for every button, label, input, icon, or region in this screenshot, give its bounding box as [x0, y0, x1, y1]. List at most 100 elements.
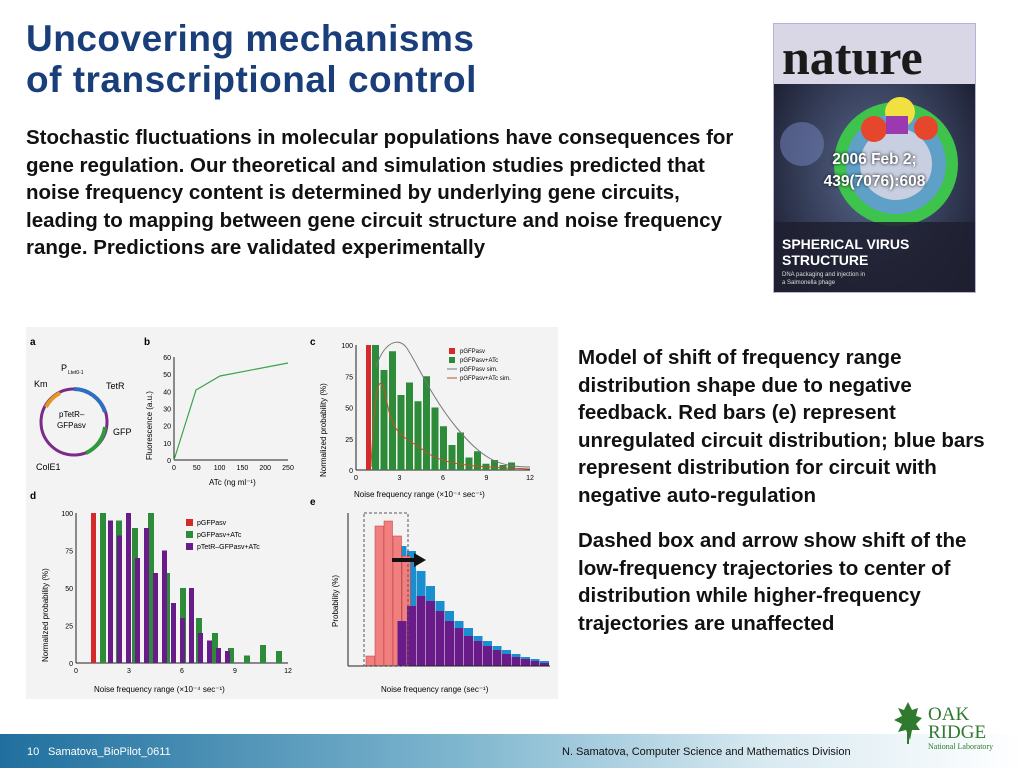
- panel-e-bar: [397, 621, 407, 666]
- panel-d-bar: [207, 640, 212, 663]
- panel-d-bar: [244, 655, 250, 663]
- panel-c-ylabel: Normalized probability (%): [319, 383, 328, 477]
- panel-c-ytick: 25: [345, 437, 353, 444]
- slide-title-line2: of transcriptional control: [26, 59, 477, 100]
- panel-c-bar: [389, 351, 396, 470]
- panel-c-bar: [440, 426, 447, 470]
- footer-filename: Samatova_BioPilot_0611: [48, 746, 171, 758]
- panel-e-bar: [416, 596, 426, 666]
- panel-b-ytick: 50: [163, 372, 171, 379]
- panel-b-xtick: 150: [237, 465, 249, 472]
- panel-b: b 0 10 20 30 40 50 60 0 50 100 150 200 250 Fluoresce…: [144, 337, 294, 487]
- oak-ridge-logo: OAK RIDGE National Laboratory: [888, 700, 1008, 752]
- panel-d-bar: [135, 558, 140, 663]
- panel-e-bar: [454, 628, 464, 666]
- panel-d-bar: [216, 648, 221, 663]
- panel-a-promoter: P: [61, 363, 67, 373]
- panel-c-ytick: 0: [349, 468, 353, 475]
- panel-b-xtick: 0: [172, 465, 176, 472]
- panel-b-xtick: 50: [193, 465, 201, 472]
- panel-d-xtick: 12: [284, 668, 292, 675]
- panel-e-bar: [492, 650, 502, 666]
- panel-d-bar: [228, 648, 234, 663]
- panel-b-ytick: 10: [163, 441, 171, 448]
- panel-c-xtick: 0: [354, 475, 358, 482]
- panel-d-xtick: 3: [127, 668, 131, 675]
- panel-e: e Probability (%) Noise frequency range …: [310, 497, 550, 694]
- panel-a-center1: pTetR–: [59, 410, 85, 419]
- panel-d-bar: [225, 651, 230, 663]
- panel-d-bar: [100, 513, 106, 663]
- panel-e-letter: e: [310, 497, 316, 508]
- panel-c-bar: [414, 401, 422, 470]
- panel-a-promoter-sub: Ltet0-1: [68, 370, 84, 376]
- panel-b-xlabel: ATc (ng ml⁻¹): [209, 478, 256, 487]
- panel-c-bar: [397, 395, 405, 470]
- panel-d-ytick: 25: [65, 624, 73, 631]
- panel-c-legend-label: pGFPasv: [460, 349, 485, 355]
- cover-headline-2: STRUCTURE: [782, 252, 868, 268]
- panel-d-xtick: 9: [233, 668, 237, 675]
- nature-cover-image: nature SPHERICAL VIRUS STRUCTURE DNA pac…: [773, 23, 976, 293]
- panel-c-bar: [508, 462, 515, 470]
- panel-c-xtick: 12: [526, 475, 534, 482]
- panel-d-bar: [171, 603, 176, 663]
- panel-e-bar: [407, 606, 416, 666]
- panel-d-bar: [144, 528, 149, 663]
- panel-e-bar: [521, 659, 530, 666]
- logo-national-lab: National Laboratory: [928, 742, 993, 751]
- cover-subhead-2: a Salmonella phage: [782, 280, 836, 286]
- panel-d-bar: [189, 588, 194, 663]
- panel-e-bar: [473, 641, 483, 666]
- panel-b-ytick: 30: [163, 407, 171, 414]
- panel-b-xtick: 250: [282, 465, 294, 472]
- panel-d-ylabel: Normalized probability (%): [41, 568, 50, 662]
- panel-d-bar: [260, 645, 266, 663]
- panel-e-bar: [445, 621, 454, 666]
- panel-c-legend-swatch: [449, 357, 455, 363]
- panel-c-bar: [372, 345, 379, 470]
- panel-d-ytick: 50: [65, 586, 73, 593]
- panel-d-bar: [198, 633, 203, 663]
- panel-a-gfp: GFP: [113, 427, 132, 437]
- panel-d-bar: [153, 573, 158, 663]
- panel-d: d 0 25 50 75 100 0 3 6 9 12 Normalized probabilit…: [30, 491, 292, 694]
- panel-e-bar: [464, 636, 473, 666]
- panel-e-bar: [374, 525, 384, 667]
- panel-c-bar: [448, 445, 456, 470]
- panel-a-cole1: ColE1: [36, 462, 61, 472]
- panel-e-xlabel: Noise frequency range (sec⁻¹): [381, 685, 489, 694]
- panel-a-tetr: TetR: [106, 381, 125, 391]
- panel-c-bar: [474, 451, 481, 470]
- panel-b-ylabel: Fluorescence (a.u.): [145, 391, 154, 460]
- slide-title: Uncovering mechanisms of transcriptional…: [26, 18, 626, 100]
- cover-subhead-1: DNA packaging and injection in: [782, 272, 865, 278]
- panel-d-bar: [117, 535, 122, 663]
- description-paragraph-2: Dashed box and arrow show shift of the l…: [578, 529, 967, 635]
- panel-c-legend-label: pGFPasv+ATc sim.: [460, 376, 511, 382]
- panel-d-legend-swatch: [186, 519, 193, 526]
- cover-headline-1: SPHERICAL VIRUS: [782, 236, 909, 252]
- panel-c-legend-swatch: [449, 348, 455, 354]
- panel-d-bar: [162, 550, 167, 663]
- panel-d-ytick: 75: [65, 549, 73, 556]
- panel-e-bar: [383, 520, 393, 667]
- figure-description: Model of shift of frequency range distri…: [578, 344, 998, 655]
- panel-d-bar: [108, 520, 113, 663]
- panel-e-bar: [502, 654, 511, 666]
- panel-c-ytick: 50: [345, 406, 353, 413]
- panel-d-bar: [148, 513, 154, 663]
- panel-c-bar: [406, 382, 413, 470]
- panel-c-bar: [380, 370, 388, 470]
- panel-c-bar: [423, 376, 430, 470]
- panel-d-xlabel: Noise frequency range (×10⁻⁴ sec⁻¹): [94, 685, 225, 694]
- footer-bar: 10 Samatova_BioPilot_0611 N. Samatova, C…: [0, 734, 1024, 768]
- panel-a-km: Km: [34, 379, 48, 389]
- panel-c-xtick: 9: [485, 475, 489, 482]
- panel-e-bar: [483, 646, 492, 666]
- panel-e-bar: [540, 663, 549, 666]
- panel-b-ytick: 0: [167, 458, 171, 465]
- panel-e-ylabel: Probability (%): [331, 575, 340, 627]
- panel-d-bar: [126, 513, 131, 663]
- panel-d-legend-swatch: [186, 531, 193, 538]
